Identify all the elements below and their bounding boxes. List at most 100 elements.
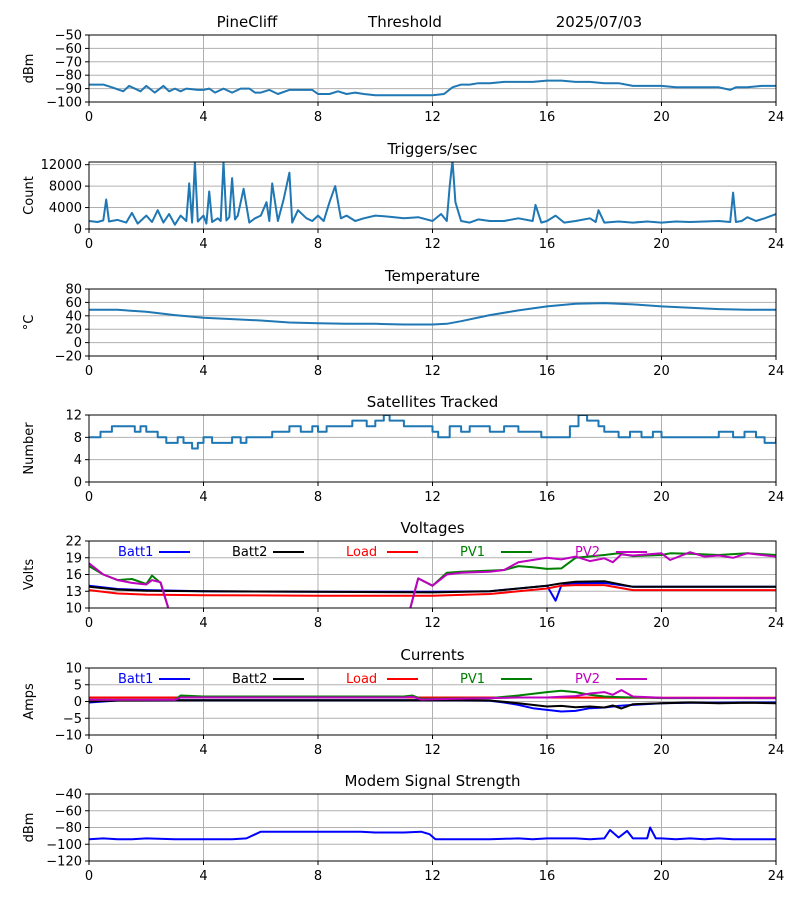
- x-tick-label: 12: [424, 869, 441, 884]
- x-tick-label: 4: [199, 490, 207, 505]
- x-tick-label: 4: [199, 110, 207, 125]
- series-group: [89, 302, 776, 326]
- x-tick-label: 16: [539, 616, 556, 631]
- y-tick-label: −80: [55, 821, 82, 836]
- x-tick-label: 0: [85, 869, 93, 884]
- y-tick-label: 12: [65, 409, 82, 424]
- y-tick-label: 4: [74, 453, 82, 468]
- x-tick-label: 8: [314, 869, 322, 884]
- series-line: [89, 826, 776, 841]
- y-tick-label: −80: [55, 69, 82, 84]
- chart-rssi: 0 4 8 12 16 20 24 −100−90−80−70−60−50 dBm: [22, 29, 784, 126]
- y-tick-label: −100: [46, 838, 82, 853]
- legend-label: Batt2: [232, 545, 267, 560]
- x-tick-label: 24: [768, 869, 785, 884]
- x-tick-label: 12: [424, 616, 441, 631]
- x-tick-label: 8: [314, 616, 322, 631]
- series-line: [89, 415, 776, 450]
- x-tick-label: 4: [199, 616, 207, 631]
- y-tick-label: 60: [65, 296, 82, 311]
- y-tick-label: 16: [65, 568, 82, 583]
- x-tick-label: 20: [653, 743, 670, 758]
- y-tick-label: 13: [65, 585, 82, 600]
- series-batt2: [89, 699, 776, 710]
- y-axis-label: Count: [22, 176, 37, 215]
- y-tick-label: −120: [46, 855, 82, 870]
- y-tick-label: 19: [65, 551, 82, 566]
- x-tick-label: 24: [768, 110, 785, 125]
- chart-triggers: 0 4 8 12 16 20 24 0 4000 8000 12000 Triggers/sec Cou…: [22, 140, 784, 252]
- x-tick-label: 20: [653, 364, 670, 379]
- x-tick-label: 0: [85, 743, 93, 758]
- x-tick-label: 8: [314, 743, 322, 758]
- y-tick-label: −5: [63, 712, 82, 727]
- y-tick-label: −40: [55, 788, 82, 803]
- x-tick-label: 16: [539, 743, 556, 758]
- x-tick-label: 16: [539, 364, 556, 379]
- x-tick-label: 8: [314, 490, 322, 505]
- y-tick-label: 10: [65, 602, 82, 617]
- y-tick-label: 8000: [49, 180, 82, 195]
- legend-label: Batt1: [118, 672, 153, 687]
- y-tick-label: 40: [65, 309, 82, 324]
- x-tick-label: 20: [653, 490, 670, 505]
- threshold-label: Threshold: [367, 13, 442, 31]
- x-tick-label: 12: [424, 743, 441, 758]
- x-tick-label: 4: [199, 237, 207, 252]
- x-tick-label: 0: [85, 110, 93, 125]
- chart-currents: 0 4 8 12 16 20 24 −10 −5 0 510 Currents Amps Batt1 Bat…: [22, 646, 784, 758]
- series-line: [89, 79, 776, 97]
- x-tick-label: 24: [768, 616, 785, 631]
- chart-title: Voltages: [400, 519, 464, 537]
- y-tick-label: −60: [55, 804, 82, 819]
- y-tick-label: −10: [55, 729, 82, 744]
- x-tick-label: 20: [653, 616, 670, 631]
- x-tick-label: 16: [539, 869, 556, 884]
- y-tick-label: 0: [74, 695, 82, 710]
- y-tick-label: −50: [55, 29, 82, 44]
- legend-label: PV2: [575, 545, 600, 560]
- y-tick-label: 20: [65, 323, 82, 338]
- legend-label: PV1: [460, 672, 485, 687]
- series-load: [89, 584, 776, 597]
- x-tick-label: 16: [539, 490, 556, 505]
- y-tick-label: 22: [65, 535, 82, 550]
- series-group: [89, 551, 776, 608]
- y-tick-label: −70: [55, 55, 82, 70]
- series-group: [89, 415, 776, 450]
- x-tick-label: 12: [424, 490, 441, 505]
- series-group: [89, 162, 776, 226]
- x-tick-label: 12: [424, 364, 441, 379]
- series-line: [89, 302, 776, 326]
- series-group: [89, 79, 776, 97]
- x-tick-label: 4: [199, 869, 207, 884]
- y-tick-label: 0: [74, 223, 82, 238]
- x-tick-label: 8: [314, 237, 322, 252]
- chart-title: Satellites Tracked: [367, 393, 498, 411]
- x-tick-label: 0: [85, 616, 93, 631]
- y-tick-label: −20: [55, 350, 82, 365]
- x-tick-label: 20: [653, 869, 670, 884]
- x-tick-label: 24: [768, 237, 785, 252]
- x-tick-label: 24: [768, 490, 785, 505]
- y-axis-label: dBm: [22, 54, 37, 84]
- x-tick-label: 0: [85, 237, 93, 252]
- x-tick-label: 0: [85, 364, 93, 379]
- legend-label: PV2: [575, 672, 600, 687]
- y-tick-label: 0: [74, 336, 82, 351]
- x-tick-label: 0: [85, 490, 93, 505]
- y-tick-label: 4000: [49, 201, 82, 216]
- series-pv2: [89, 689, 776, 701]
- x-tick-label: 20: [653, 110, 670, 125]
- y-axis-label: Number: [22, 422, 37, 475]
- x-tick-label: 8: [314, 364, 322, 379]
- legend-label: Load: [346, 672, 377, 687]
- series-line: [89, 162, 776, 226]
- y-tick-label: −100: [46, 96, 82, 111]
- x-tick-label: 4: [199, 743, 207, 758]
- series-group: [89, 689, 776, 713]
- chart-title: Modem Signal Strength: [345, 772, 521, 790]
